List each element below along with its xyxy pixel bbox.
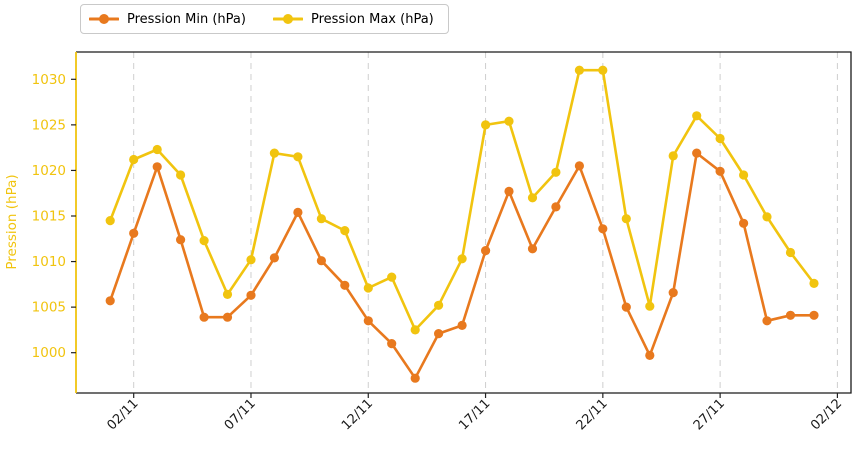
legend-item-pression-max: Pression Max (hPa) — [272, 11, 434, 27]
min-series-point — [129, 228, 139, 238]
max-series-point — [340, 226, 350, 236]
plot-border — [76, 51, 852, 394]
min-series-point — [269, 253, 279, 263]
min-series-point — [809, 310, 819, 320]
max-series-point — [598, 65, 608, 75]
y-tick-label: 1030 — [32, 72, 66, 88]
max-series-point — [387, 272, 397, 282]
min-series-point — [645, 350, 655, 360]
x-tick-label: 27/11 — [691, 396, 728, 433]
max-series-point — [551, 167, 561, 177]
y-tick-label: 1015 — [32, 208, 66, 224]
min-series-point — [527, 244, 538, 254]
max-series-point — [316, 214, 326, 224]
max-series-point — [481, 120, 491, 130]
min-series-point — [762, 316, 772, 326]
max-series-point — [152, 144, 162, 155]
min-series-point — [574, 161, 585, 171]
legend-label-pression-max: Pression Max (hPa) — [310, 11, 434, 27]
max-series-point — [574, 65, 585, 75]
max-series-point — [762, 212, 772, 222]
max-series-point — [176, 170, 186, 180]
legend-label-pression-min: Pression Min (hPa) — [127, 11, 246, 27]
min-series-point — [246, 290, 256, 300]
max-series-point — [434, 300, 444, 310]
max-series-point — [363, 283, 373, 293]
min-series-point — [785, 310, 796, 320]
max-series-point — [668, 151, 678, 161]
min-series-point — [387, 339, 397, 349]
min-series-point — [176, 235, 186, 245]
max-series-point — [527, 193, 538, 203]
max-series-point — [621, 214, 631, 224]
min-series-point — [152, 162, 162, 172]
max-series-point — [457, 254, 467, 264]
min-series-point — [504, 186, 514, 196]
x-tick-label: 17/11 — [456, 396, 493, 433]
min-series-point — [293, 207, 303, 217]
y-tick-label: 1020 — [32, 163, 66, 179]
min-series-point — [105, 296, 115, 306]
min-series-point — [715, 166, 725, 176]
y-tick-label: 1005 — [32, 300, 66, 316]
y-tick-label: 1010 — [32, 254, 66, 270]
max-series-point — [645, 301, 655, 311]
min-series-point — [621, 302, 631, 312]
max-series-swatch-icon — [272, 14, 303, 24]
min-series-point — [434, 329, 444, 339]
max-series-point — [222, 289, 233, 299]
max-series-point — [246, 255, 256, 265]
max-series-point — [809, 278, 819, 288]
min-series-point — [316, 256, 326, 266]
min-series-swatch-icon — [89, 14, 119, 24]
min-series-point — [739, 218, 749, 228]
legend: Pression Min (hPa) Pression Max (hPa) — [80, 4, 449, 34]
min-series-point — [551, 202, 561, 212]
min-series-point — [199, 312, 209, 322]
max-series-point — [715, 133, 725, 144]
x-tick-label: 22/11 — [574, 396, 611, 433]
max-series-point — [785, 247, 796, 258]
min-series-point — [668, 288, 678, 298]
max-series-point — [199, 236, 209, 246]
x-tick-label: 02/11 — [104, 396, 141, 433]
max-series-point — [293, 152, 303, 162]
legend-item-pression-min: Pression Min (hPa) — [89, 12, 246, 27]
max-series-line — [108, 68, 816, 332]
max-series-point — [410, 325, 420, 335]
min-series-point — [692, 148, 702, 158]
max-series-point — [129, 154, 139, 165]
min-series-point — [481, 246, 491, 256]
max-series-point — [692, 111, 702, 121]
max-series-point — [269, 148, 279, 158]
y-tick-label: 1000 — [32, 345, 66, 361]
y-tick-label: 1025 — [32, 117, 66, 133]
max-series-point — [504, 116, 514, 126]
x-tick-label: 07/11 — [222, 396, 259, 433]
min-series-point — [457, 320, 467, 330]
x-tick-label: 02/12 — [808, 396, 845, 433]
max-series-point — [105, 216, 115, 226]
min-series-point — [222, 312, 233, 322]
x-tick-label: 12/11 — [339, 396, 376, 433]
min-series-point — [598, 224, 608, 234]
max-series-point — [739, 170, 749, 180]
min-series-point — [363, 316, 373, 326]
min-series-point — [410, 373, 420, 383]
y-axis-title: Pression (hPa) — [4, 174, 20, 269]
min-series-point — [340, 280, 350, 290]
